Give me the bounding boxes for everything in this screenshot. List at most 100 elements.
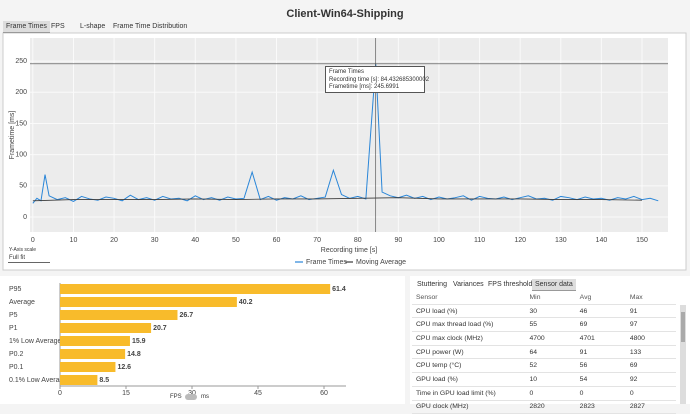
- sensor-cell: GPU clock (MHz): [412, 400, 526, 414]
- x-tick-label: 40: [191, 237, 199, 244]
- value-label: 15.9: [132, 338, 146, 345]
- category-label: 0.1% Low Average: [9, 377, 67, 384]
- sensor-cell: 0: [575, 386, 626, 401]
- legend-label: Frame Times: [306, 259, 347, 266]
- toggle-left: FPS: [170, 394, 182, 400]
- header-cell: Max: [625, 291, 676, 305]
- value-label: 8.5: [99, 377, 109, 384]
- legend-label: Moving Average: [356, 259, 406, 266]
- sensor-cell: CPU max thread load (%): [412, 317, 526, 333]
- sensor-cell: 2827: [625, 400, 676, 414]
- x-tick-label: 80: [354, 237, 362, 244]
- sensor-cell: CPU temp (°C): [412, 358, 526, 374]
- x-tick-label: 70: [313, 237, 321, 244]
- x-tick-label: 60: [273, 237, 281, 244]
- sensor-cell: 69: [625, 358, 676, 374]
- value-label: 20.7: [153, 325, 167, 332]
- sensor-cell: 97: [625, 317, 676, 333]
- bar: [60, 375, 98, 385]
- tooltip-line: Recording time [s]: 84.432685300002: [329, 76, 430, 83]
- sensor-cell: 133: [625, 345, 676, 360]
- scrollbar[interactable]: [680, 305, 686, 404]
- sensor-cell: 54: [575, 372, 626, 387]
- y-tick-label: 0: [23, 214, 27, 221]
- y-tick-label: 250: [15, 58, 27, 65]
- y-scale-select[interactable]: Full fit: [8, 254, 50, 263]
- window-title: Client-Win64-Shipping: [286, 8, 404, 20]
- value-label: 12.6: [117, 364, 131, 371]
- sensor-cell: CPU max clock (MHz): [412, 331, 526, 346]
- tooltip: Frame Times Recording time [s]: 84.43268…: [325, 66, 430, 93]
- tab[interactable]: Frame Times: [3, 21, 50, 33]
- header-cell: Min: [525, 291, 576, 305]
- bar: [60, 323, 152, 333]
- tab[interactable]: Variances: [453, 281, 484, 288]
- x-tick-label: 50: [232, 237, 240, 244]
- y-tick-label: 150: [15, 120, 27, 127]
- sensor-cell: 4700: [525, 331, 576, 346]
- x-tick-label: 90: [394, 237, 402, 244]
- sensor-row: CPU power (W) 64 91 133: [412, 345, 676, 360]
- header-cell: Sensor: [412, 291, 526, 305]
- y-scale-label: Y-Axis scale: [9, 247, 37, 253]
- tab[interactable]: FPS thresholds: [488, 281, 536, 288]
- sensor-cell: 2820: [525, 400, 576, 414]
- tab[interactable]: Frame Time Distribution: [113, 23, 188, 30]
- y-tick-label: 200: [15, 89, 27, 96]
- x-tick-label: 140: [596, 237, 608, 244]
- page: 0 50 100 150 200 250 0 10 20 30 40 50 60 70 80 90 100 110…: [0, 8, 690, 414]
- x-tick-label: 30: [151, 237, 159, 244]
- sensor-cell: 69: [575, 317, 626, 333]
- tab[interactable]: Sensor data: [532, 279, 576, 291]
- category-label: P0.2: [9, 351, 24, 358]
- value-label: 26.7: [179, 312, 193, 319]
- x-tick-label: 30: [188, 390, 196, 397]
- sensor-cell: CPU load (%): [412, 304, 526, 319]
- x-tick-label: 130: [555, 237, 567, 244]
- x-tick-label: 15: [122, 390, 130, 397]
- bar: [60, 310, 178, 320]
- toggle-switch[interactable]: [185, 394, 197, 400]
- sensor-cell: 91: [625, 304, 676, 319]
- sensor-cell: 10: [525, 372, 576, 387]
- category-label: P1: [9, 325, 18, 332]
- tab[interactable]: L-shape: [80, 23, 106, 30]
- x-tick-label: 150: [636, 237, 648, 244]
- sensor-cell: 4701: [575, 331, 626, 346]
- sensor-cell: Time in GPU load limit (%): [412, 386, 526, 401]
- bar: [60, 297, 237, 307]
- bar: [60, 362, 116, 372]
- x-tick-label: 0: [31, 237, 35, 244]
- tooltip-title: Frame Times: [329, 69, 365, 75]
- tab[interactable]: FPS: [51, 23, 65, 30]
- sensor-row: Time in GPU load limit (%) 0 0 0: [412, 386, 676, 401]
- sensor-cell: 46: [575, 304, 626, 319]
- sensor-cell: 0: [525, 386, 576, 401]
- bar: [60, 349, 126, 359]
- tab[interactable]: Stuttering: [417, 281, 447, 288]
- bar: [60, 284, 331, 294]
- x-axis-label: Recording time [s]: [321, 247, 377, 254]
- y-tick-label: 100: [15, 151, 27, 158]
- value-label: 14.8: [127, 351, 141, 358]
- category-label: 1% Low Average: [9, 338, 62, 345]
- sensor-cell: CPU power (W): [412, 345, 526, 360]
- sensor-cell: 64: [525, 345, 576, 360]
- y-axis-label: Frametime [ms]: [9, 111, 16, 160]
- tooltip-line: Frametime [ms]: 245.6991: [329, 84, 400, 90]
- x-tick-label: 60: [320, 390, 328, 397]
- sensor-cell: 56: [575, 358, 626, 374]
- y-tick-label: 50: [19, 183, 27, 190]
- sensor-cell: 2823: [575, 400, 626, 414]
- sensor-row: CPU load (%) 30 46 91: [412, 304, 676, 319]
- sensor-row: CPU temp (°C) 52 56 69: [412, 358, 676, 374]
- header-row: Sensor Min Avg Max: [412, 291, 676, 305]
- category-label: Average: [9, 299, 35, 306]
- category-label: P0.1: [9, 364, 24, 371]
- toggle-right: ms: [201, 394, 209, 400]
- sensor-cell: GPU load (%): [412, 372, 526, 387]
- x-tick-label: 20: [110, 237, 118, 244]
- scroll-thumb[interactable]: [681, 312, 685, 342]
- header-cell: Avg: [575, 291, 626, 305]
- sensor-cell: 91: [575, 345, 626, 360]
